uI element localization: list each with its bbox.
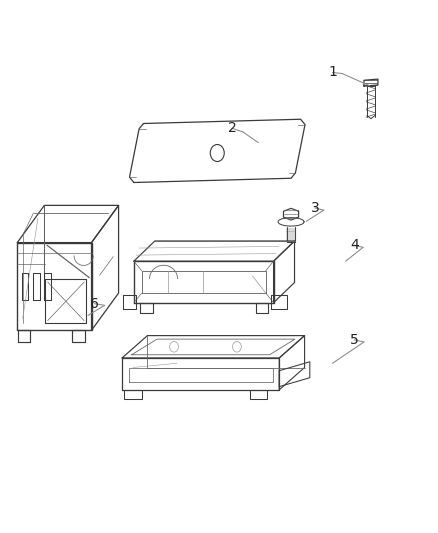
Text: 5: 5: [350, 333, 359, 347]
Text: 3: 3: [311, 201, 319, 215]
Text: 1: 1: [328, 66, 337, 79]
Text: 4: 4: [350, 238, 359, 252]
Text: 6: 6: [90, 297, 99, 311]
Text: 2: 2: [228, 122, 237, 135]
